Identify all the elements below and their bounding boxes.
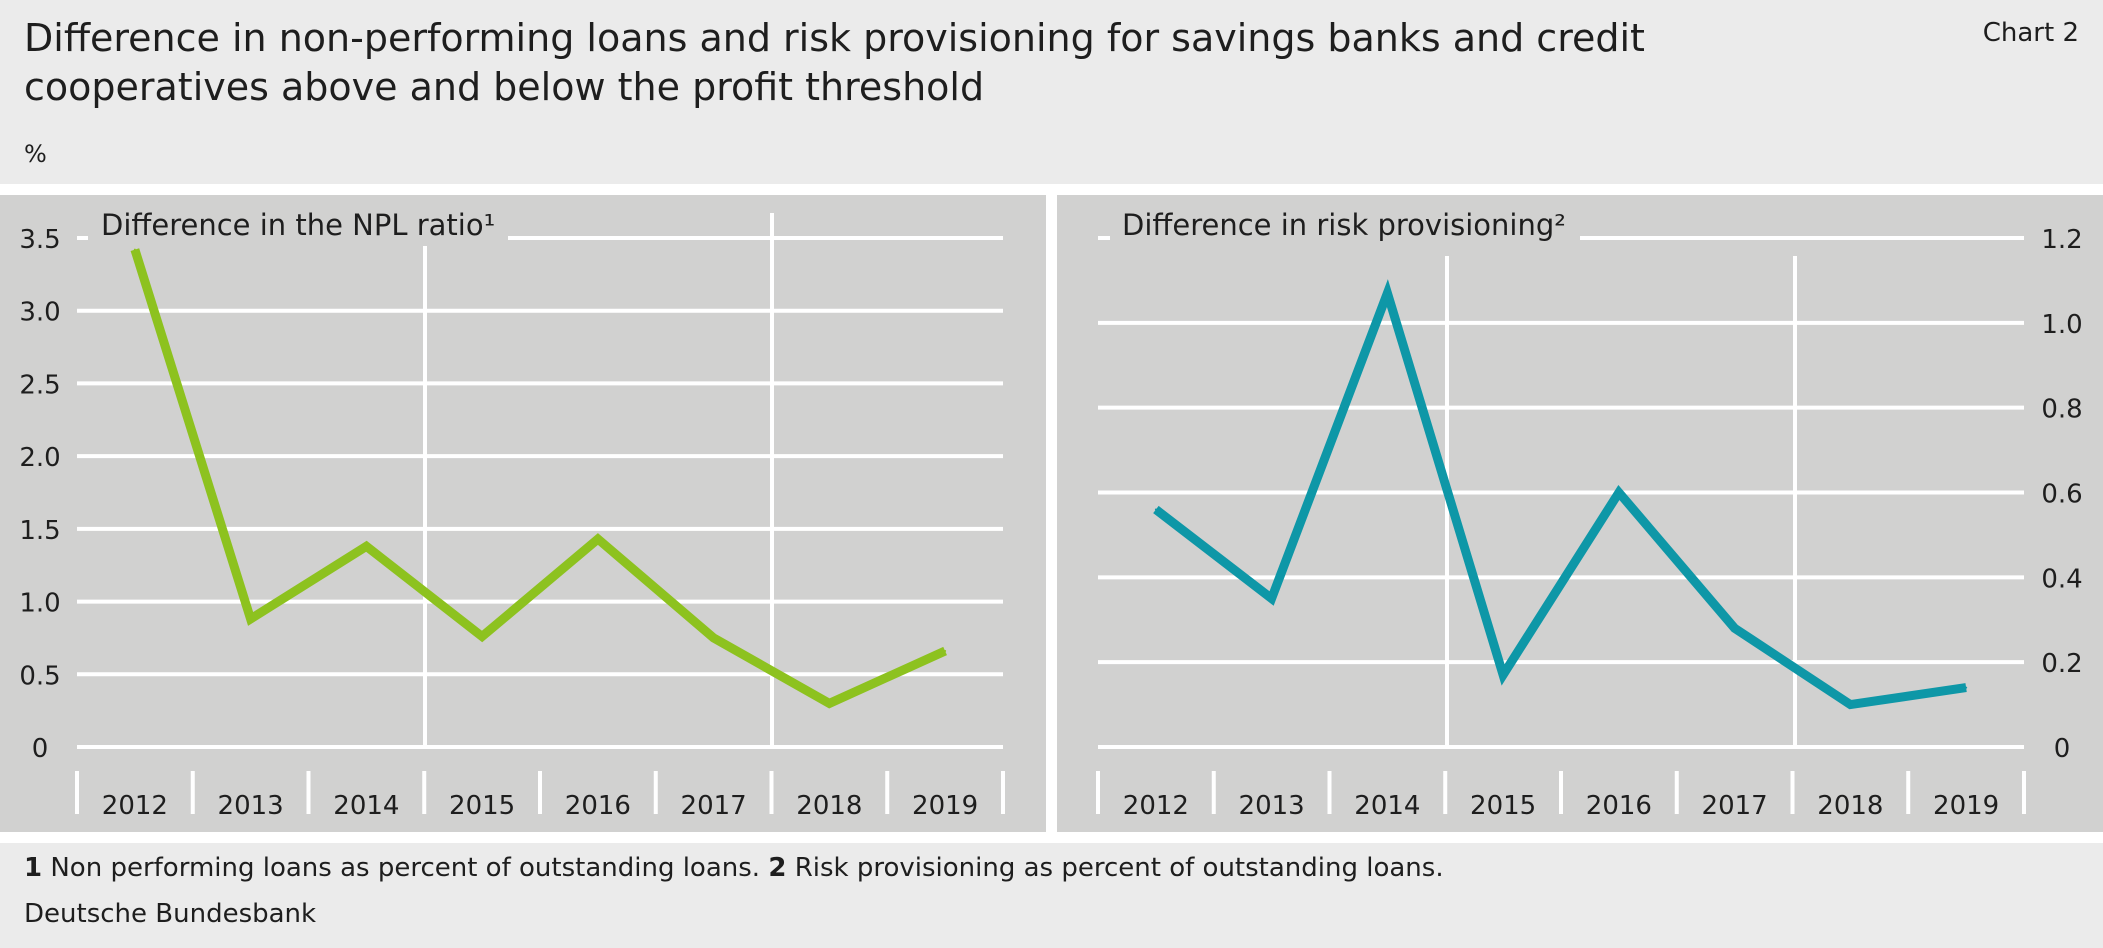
npl-data-point-2019	[944, 650, 947, 653]
risk-data-point-2018	[1849, 703, 1852, 706]
panel-risk-background	[1057, 195, 2103, 832]
risk-data-point-2012	[1154, 508, 1157, 511]
npl-title-background	[88, 202, 508, 246]
risk-title-background	[1110, 202, 1580, 246]
risk-data-point-2015	[1502, 673, 1505, 676]
npl-y-tick-label: 1.5	[19, 516, 60, 546]
npl-panel-title: Difference in the NPL ratio¹	[101, 208, 495, 242]
npl-y-tick-label: 3.5	[19, 225, 60, 255]
npl-data-point-2014	[365, 545, 368, 548]
npl-x-tick-label: 2018	[796, 791, 862, 821]
npl-x-tick-label: 2015	[449, 791, 515, 821]
npl-data-point-2013	[249, 618, 252, 621]
npl-data-point-2018	[828, 702, 831, 705]
npl-series-line	[130, 248, 947, 709]
risk-y-tick-label: 1.0	[2041, 310, 2082, 340]
npl-x-tick-label: 2016	[565, 791, 631, 821]
risk-y-tick-label: 0.2	[2041, 649, 2082, 679]
unit-label: %	[24, 140, 47, 168]
npl-x-tick-label: 2014	[333, 791, 399, 821]
npl-x-tick-label: 2019	[912, 791, 978, 821]
npl-y-tick-label: 0	[32, 734, 49, 764]
risk-x-tick-label: 2013	[1239, 791, 1305, 821]
risk-y-tick-label: 0	[2054, 734, 2071, 764]
risk-x-tick-label: 2019	[1933, 791, 1999, 821]
footnote-1-number: 1	[24, 853, 43, 883]
risk-data-point-2013	[1270, 597, 1273, 600]
risk-x-tick-label: 2017	[1702, 791, 1768, 821]
risk-x-tick-label: 2015	[1470, 791, 1536, 821]
risk-panel-title: Difference in risk provisioning²	[1122, 208, 1566, 242]
npl-y-tick-label: 0.5	[19, 661, 60, 691]
risk-y-tick-label: 1.2	[2041, 225, 2082, 255]
npl-y-tick-label: 2.5	[19, 370, 60, 400]
risk-data-point-2017	[1733, 627, 1736, 630]
npl-data-point-2012	[133, 248, 136, 251]
risk-y-tick-label: 0.4	[2041, 564, 2082, 594]
panel-npl-background	[0, 195, 1046, 832]
risk-y-tick-label: 0.8	[2041, 395, 2082, 425]
npl-data-point-2015	[481, 635, 484, 638]
npl-x-tick-label: 2012	[102, 791, 168, 821]
risk-data-point-2014	[1386, 292, 1389, 295]
risk-data-point-2019	[1965, 686, 1968, 689]
separator-bottom	[0, 832, 2103, 843]
footnotes: 1 Non performing loans as percent of out…	[24, 852, 1444, 884]
risk-provisioning-panel: 0 0.2 0.4 0.6 0.8 1.0 1.2 2012 2013 2014 2015 2016 2…	[1096, 225, 2083, 821]
npl-data-point-2017	[712, 636, 715, 639]
npl-y-tick-label: 3.0	[19, 298, 60, 328]
risk-data-point-2016	[1617, 491, 1620, 494]
npl-y-tick-label: 1.0	[19, 589, 60, 619]
footnote-2-number: 2	[768, 853, 787, 883]
footnote-2-text: Risk provisioning as percent of outstand…	[794, 853, 1444, 883]
chart-title: Difference in non-performing loans and r…	[24, 16, 1645, 109]
npl-x-tick-label: 2013	[218, 791, 284, 821]
risk-x-tick-label: 2018	[1817, 791, 1883, 821]
npl-x-tick-label: 2017	[681, 791, 747, 821]
footnote-1-text: Non performing loans as percent of outst…	[50, 853, 761, 883]
npl-y-tick-label: 2.0	[19, 443, 60, 473]
chart-number: Chart 2	[1982, 18, 2079, 48]
risk-series-line	[1153, 279, 1967, 710]
separator-top	[0, 184, 2103, 195]
risk-x-tick-label: 2012	[1123, 791, 1189, 821]
risk-y-tick-label: 0.6	[2041, 480, 2082, 510]
source-note: Deutsche Bundesbank	[24, 899, 317, 929]
npl-data-point-2016	[596, 538, 599, 541]
risk-x-tick-label: 2014	[1354, 791, 1420, 821]
npl-ratio-panel: 0 0.5 1.0 1.5 2.0 2.5 3.0 3.5 2012 2013 2014 2015 20…	[19, 213, 1005, 821]
risk-x-tick-label: 2016	[1586, 791, 1652, 821]
panel-divider	[1046, 195, 1057, 832]
